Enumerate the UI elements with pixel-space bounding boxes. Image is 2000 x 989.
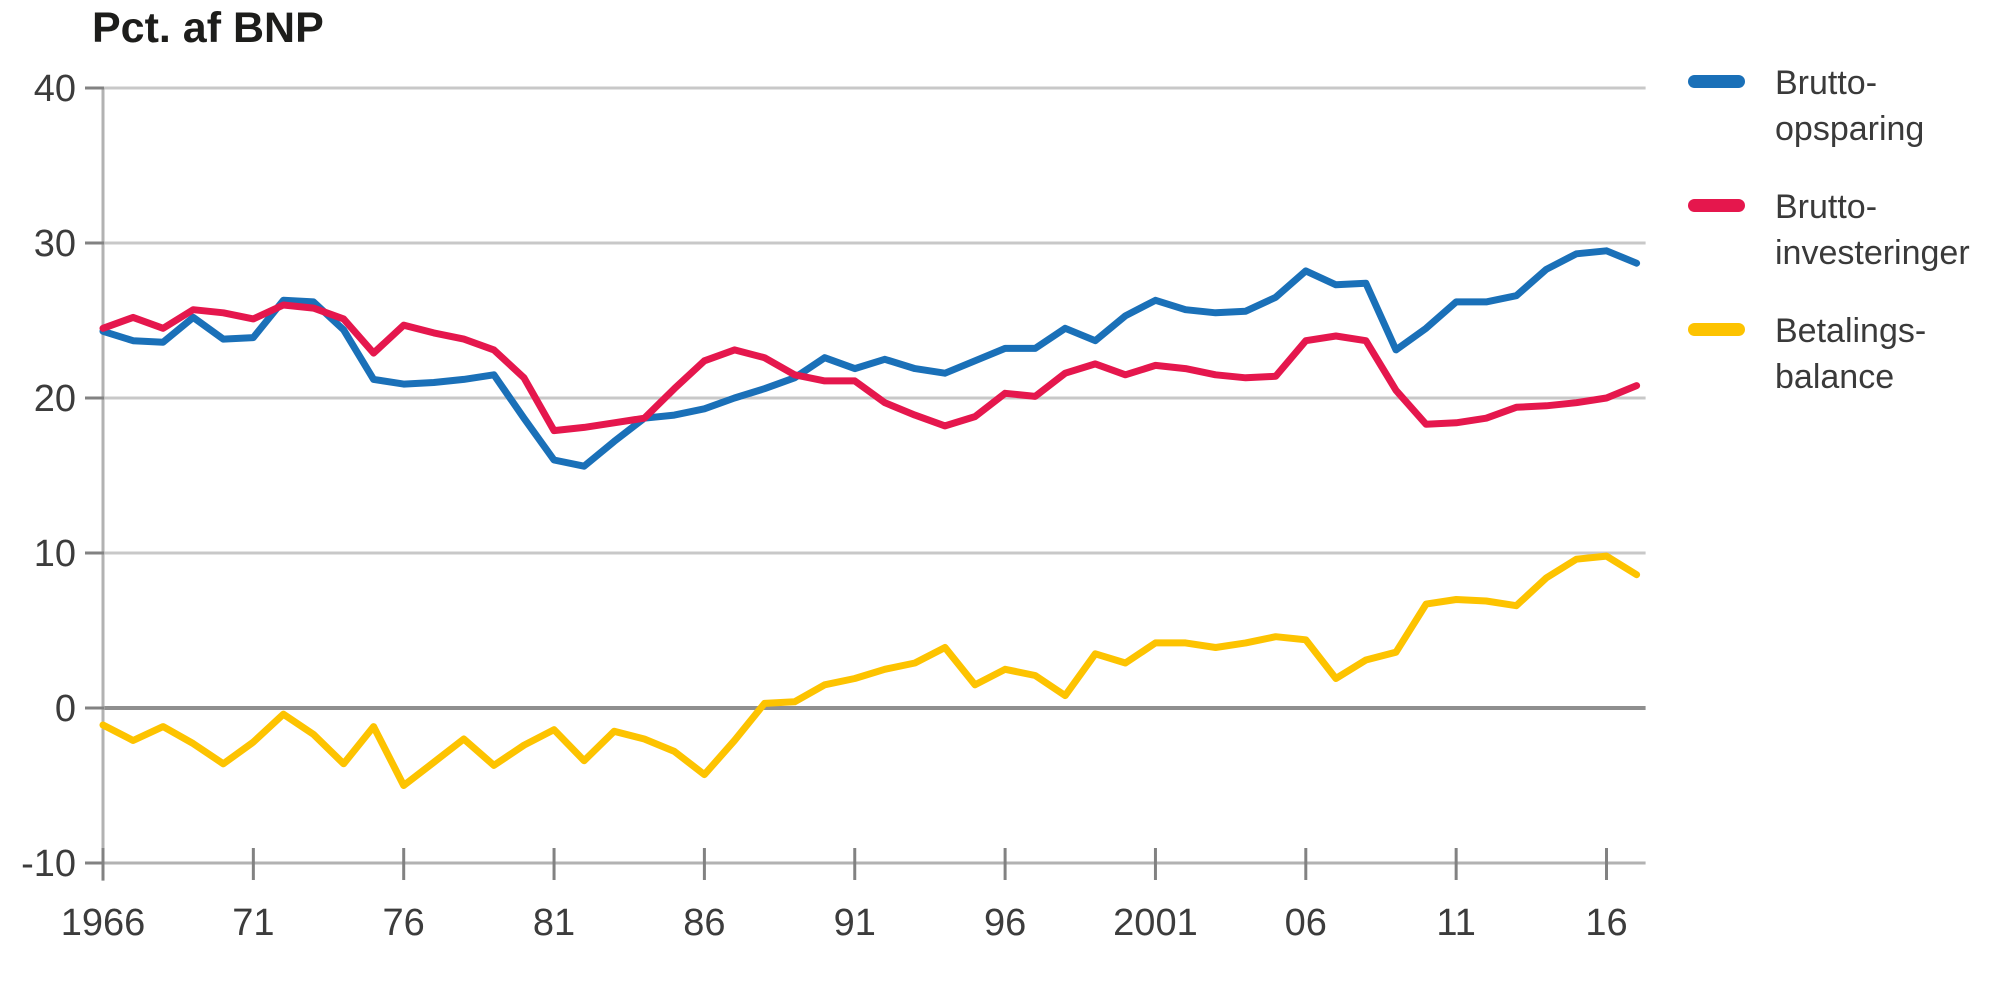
legend-item-betalingsbalance: Betalings- balance	[1688, 308, 1970, 400]
legend-label-line: Betalings-	[1775, 312, 1927, 350]
legend-item-bruttoinvesteringer: Brutto- investeringer	[1688, 184, 1970, 276]
x-tick-label: 06	[1285, 902, 1327, 944]
y-tick-label: 40	[34, 68, 76, 110]
legend: Brutto- opsparing Brutto- investeringer …	[1688, 60, 1970, 432]
x-tick-label: 1966	[61, 902, 146, 944]
y-tick-label: 30	[34, 223, 76, 265]
legend-label: Brutto- opsparing	[1775, 60, 1924, 152]
x-tick-label: 96	[984, 902, 1026, 944]
legend-label-line: opsparing	[1775, 110, 1925, 148]
y-tick-label: 10	[34, 533, 76, 575]
x-tick-label: 11	[1436, 902, 1475, 944]
bruttoinvesteringer-swatch-icon	[1688, 199, 1745, 212]
x-tick-label: 2001	[1113, 902, 1198, 944]
y-tick-label: -10	[21, 843, 76, 885]
y-tick-label: 0	[55, 688, 76, 730]
legend-label-line: Brutto-	[1775, 188, 1878, 226]
x-tick-label: 81	[533, 902, 575, 944]
x-tick-label: 16	[1585, 902, 1627, 944]
series-line-bruttoopsparing	[99, 247, 1641, 470]
chart-title: Pct. af BNP	[92, 4, 324, 52]
legend-item-bruttoopsparing: Brutto- opsparing	[1688, 60, 1970, 152]
legend-label-line: Brutto-	[1775, 64, 1878, 102]
x-tick-label: 76	[383, 902, 425, 944]
legend-label-line: balance	[1775, 358, 1895, 396]
series-line-bruttoinvesteringer	[99, 301, 1641, 435]
x-tick-label: 86	[683, 902, 725, 944]
x-tick-label: 91	[834, 902, 876, 944]
legend-label: Brutto- investeringer	[1775, 184, 1970, 276]
x-tick-label: 71	[232, 902, 274, 944]
series-line-betalingsbalance	[99, 552, 1641, 789]
legend-label: Betalings- balance	[1775, 308, 1926, 400]
bruttoopsparing-swatch-icon	[1688, 75, 1745, 88]
betalingsbalance-swatch-icon	[1688, 323, 1745, 336]
legend-label-line: investeringer	[1775, 234, 1970, 272]
y-tick-label: 20	[34, 378, 76, 420]
